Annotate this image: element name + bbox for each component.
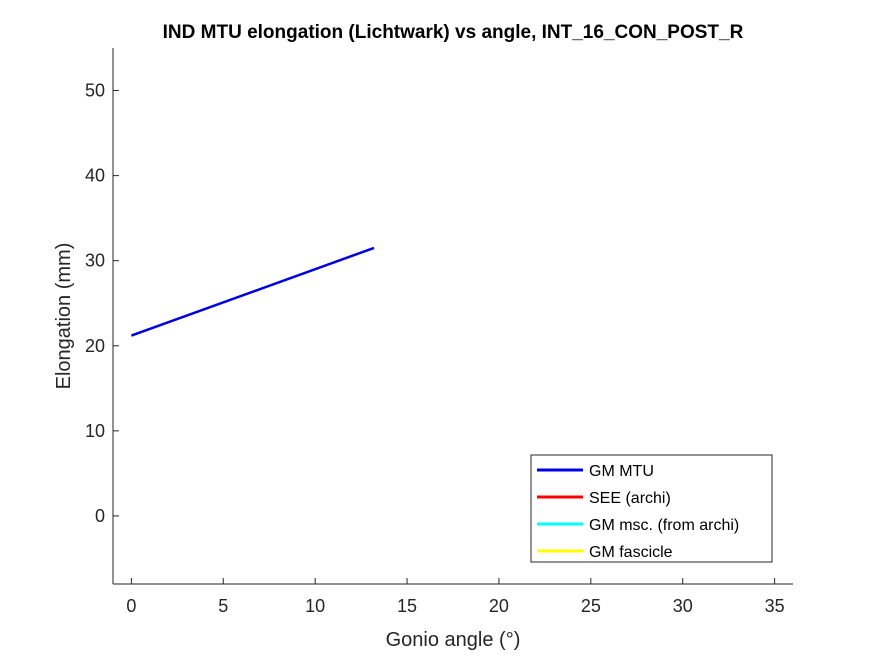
chart-title: IND MTU elongation (Lichtwark) vs angle,…	[163, 22, 744, 43]
plot-lines	[130, 246, 375, 337]
series-line-gm-mtu	[130, 246, 375, 337]
x-tick-label: 35	[765, 596, 785, 616]
x-ticks: 0 5 10 15 20 25 30 35	[126, 578, 785, 616]
legend-entry: GM MTU	[589, 463, 654, 480]
y-tick-label: 0	[95, 506, 105, 526]
x-tick-label: 5	[218, 596, 228, 616]
legend-entry: GM fascicle	[589, 544, 673, 561]
y-tick-label: 20	[85, 336, 105, 356]
x-tick-label: 0	[126, 596, 136, 616]
y-axis-label: Elongation (mm)	[53, 243, 75, 390]
legend: GM MTU SEE (archi) GM msc. (from archi) GM …	[530, 454, 773, 563]
legend-entry: GM msc. (from archi)	[589, 517, 739, 534]
x-axis-label: Gonio angle (°)	[386, 629, 521, 651]
y-tick-label: 40	[85, 166, 105, 186]
x-tick-label: 30	[673, 596, 693, 616]
y-ticks: 0 10 20 30 40 50	[85, 81, 119, 526]
x-tick-label: 10	[305, 596, 325, 616]
x-tick-label: 20	[489, 596, 509, 616]
x-tick-label: 25	[581, 596, 601, 616]
y-tick-label: 10	[85, 421, 105, 441]
legend-entry: SEE (archi)	[589, 490, 671, 507]
y-tick-label: 50	[85, 81, 105, 101]
axes	[112, 48, 793, 585]
legend-box	[530, 454, 773, 563]
y-tick-label: 30	[85, 251, 105, 271]
x-tick-label: 15	[397, 596, 417, 616]
